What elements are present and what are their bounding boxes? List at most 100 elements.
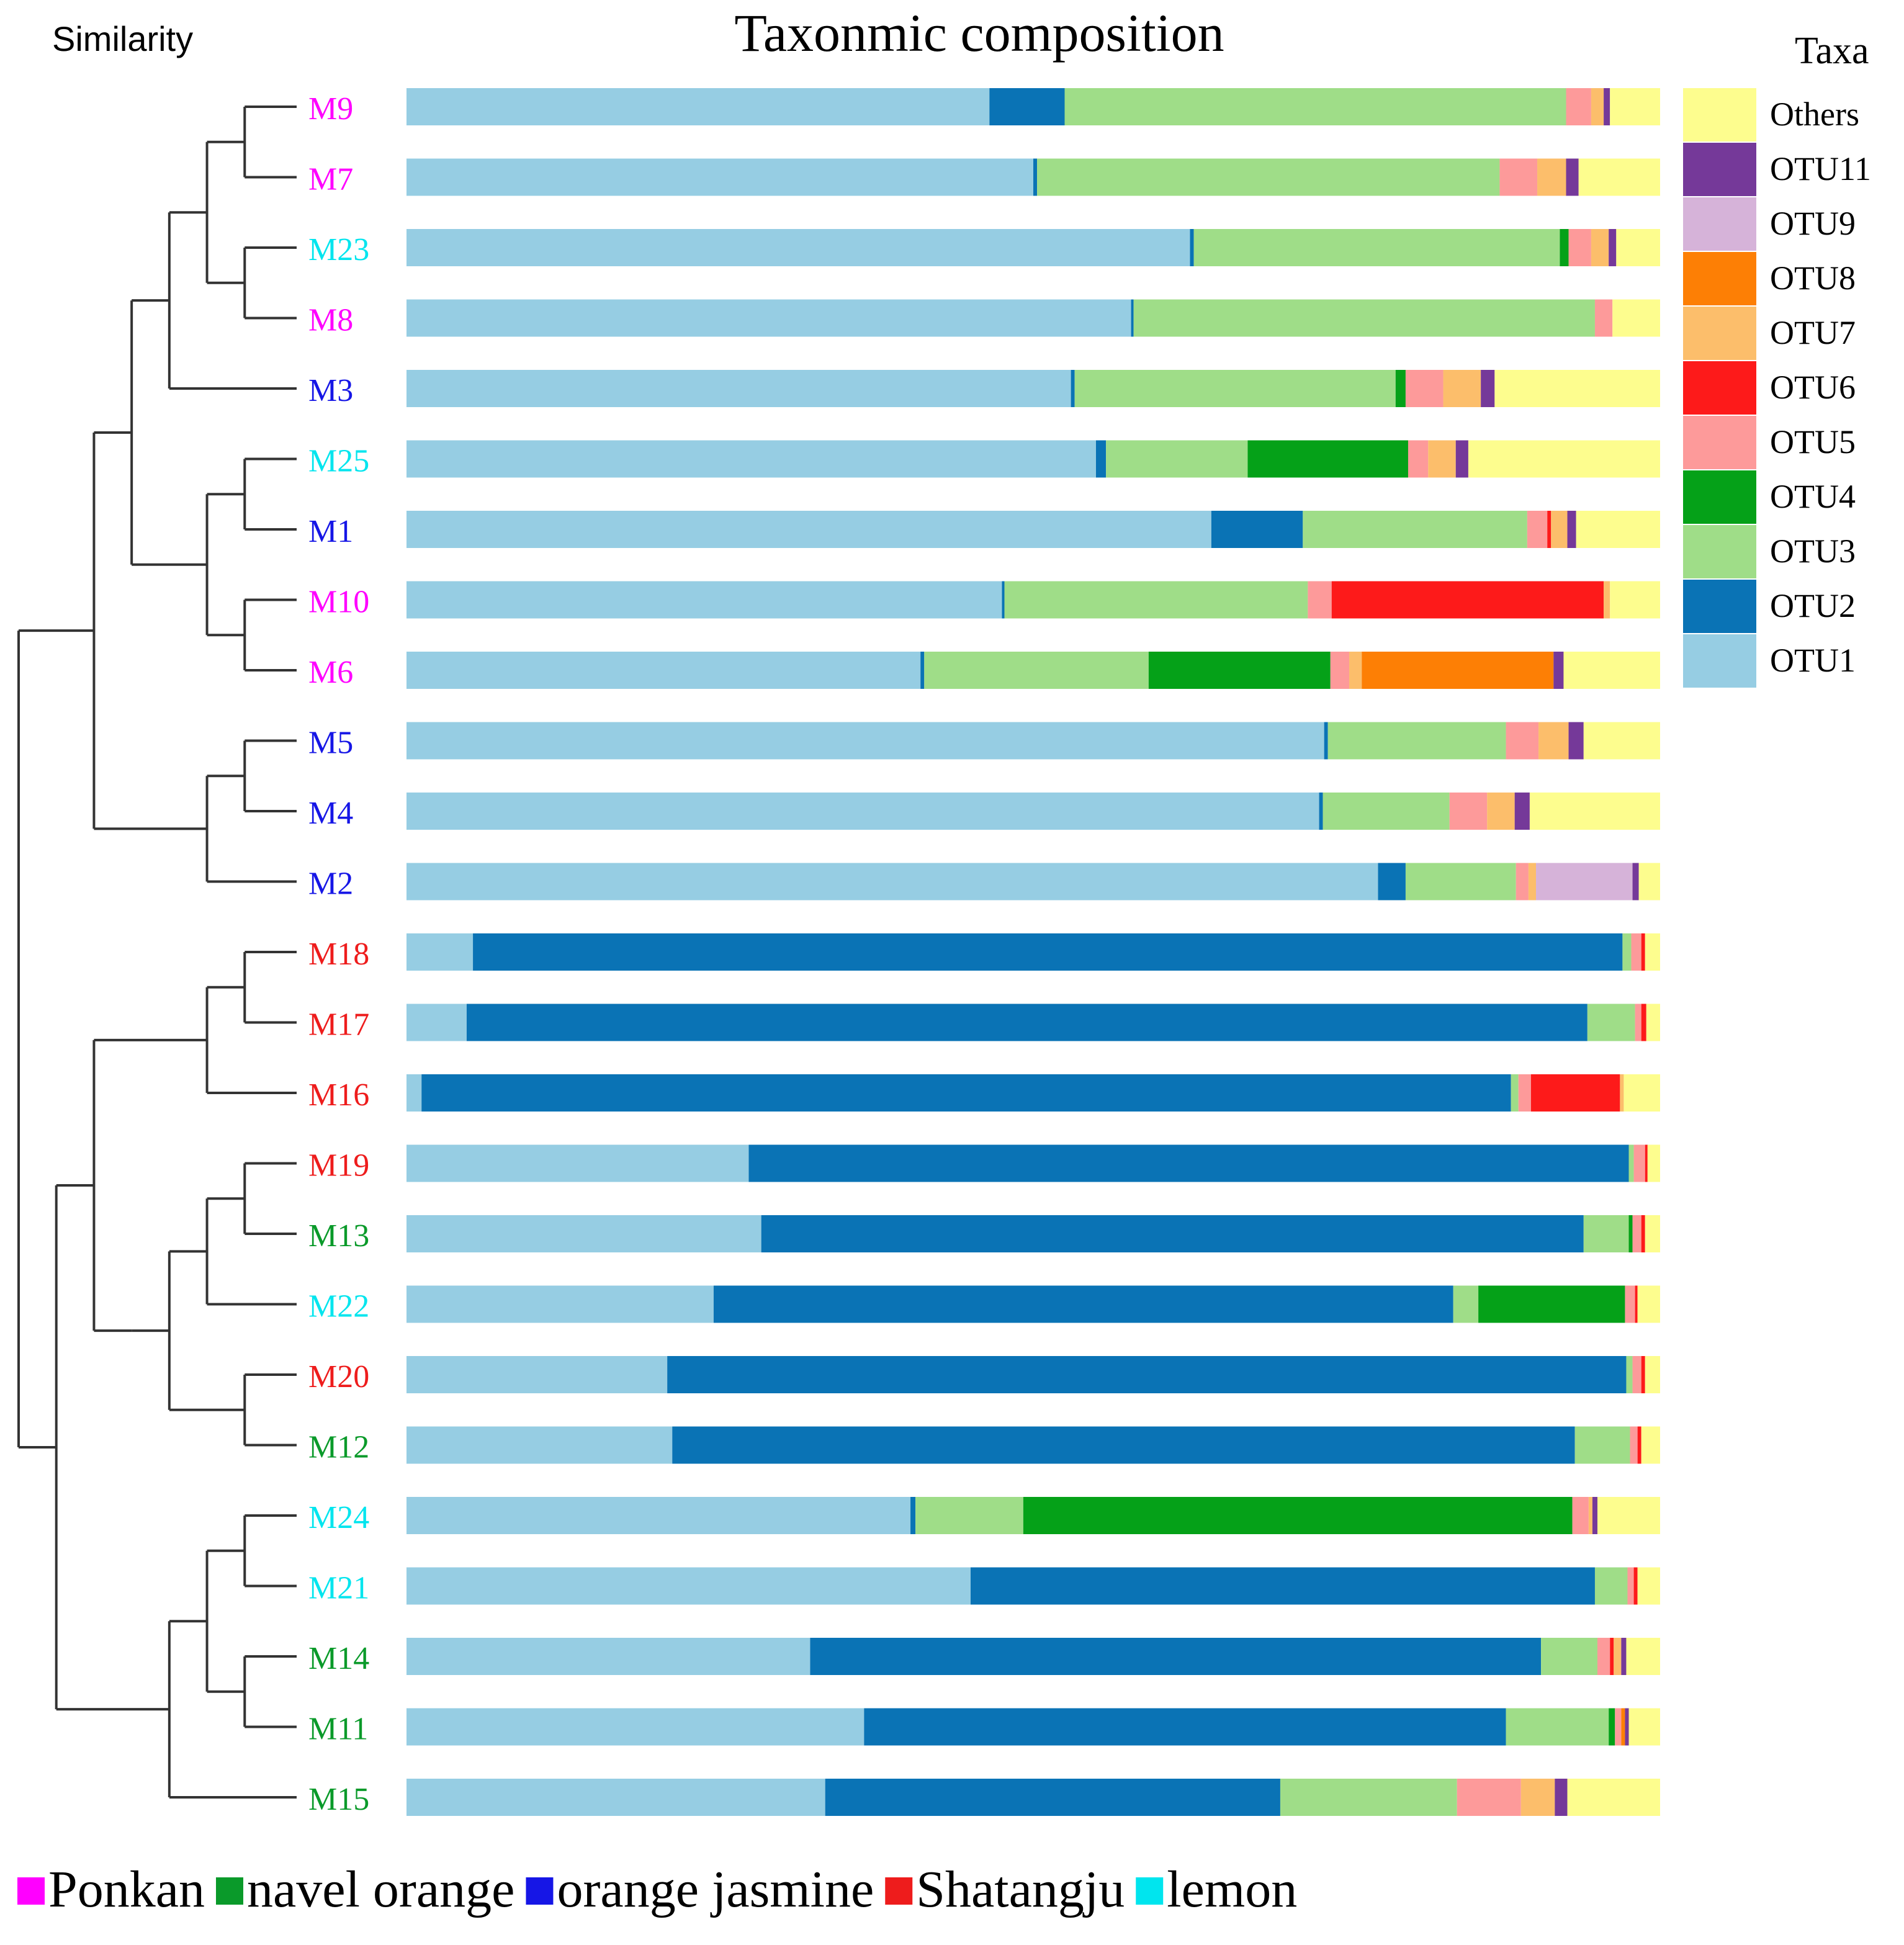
bar-segment-M4-OTU1 (406, 793, 1319, 830)
bar-segment-M15-OTU7 (1520, 1779, 1555, 1816)
bar-segment-M25-OTU11 (1455, 440, 1468, 478)
sample-label-M8: M8 (308, 303, 353, 338)
bar-segment-M19-OTU1 (406, 1144, 749, 1182)
dendrogram-label: Similarity (52, 19, 193, 58)
group-swatch-Shatangju (885, 1877, 913, 1905)
bar-segment-M15-OTU5 (1457, 1779, 1521, 1816)
group-swatch-Ponkan (17, 1877, 45, 1905)
bar-row-M4 (406, 793, 1660, 830)
bar-segment-M19-OTU5 (1633, 1144, 1645, 1182)
bar-segment-M1-OTU1 (406, 511, 1211, 548)
legend-swatch-OTU3 (1683, 525, 1756, 578)
legend-swatch-OTU2 (1683, 580, 1756, 633)
bar-row-M11 (406, 1708, 1660, 1746)
bar-segment-M6-OTU5 (1330, 652, 1350, 689)
bar-row-M15 (406, 1779, 1660, 1816)
bar-segment-M18-OTU3 (1622, 933, 1632, 971)
sample-label-M5: M5 (308, 725, 353, 761)
sample-labels: M9 M7 M23 M8 M3 M25 M1 M10 M6 M5 M4 M2 M18 M17 M16 M19 M… (308, 91, 369, 1817)
bar-segment-M1-OTU3 (1303, 511, 1527, 548)
bar-segment-M13-OTU2 (761, 1215, 1584, 1252)
dendrogram (17, 106, 297, 1799)
sample-label-M3: M3 (308, 373, 353, 408)
bar-segment-M17-OTU6 (1641, 1004, 1646, 1041)
bar-segment-M14-OTU3 (1541, 1638, 1597, 1675)
bar-segment-M14-OTU1 (406, 1638, 811, 1675)
bar-segment-M3-OTU1 (406, 370, 1071, 407)
bar-segment-M22-OTU2 (713, 1285, 1453, 1323)
bar-segment-M18-OTU6 (1641, 933, 1645, 971)
bar-segment-M5-OTU11 (1568, 722, 1584, 760)
bar-segment-M1-OTU7 (1551, 511, 1568, 548)
bar-row-M8 (406, 299, 1660, 337)
bar-segment-M13-OTU1 (406, 1215, 761, 1252)
group-label-Ponkan: Ponkan (48, 1861, 205, 1918)
bar-segment-M13-Others (1645, 1215, 1660, 1252)
bar-segment-M7-OTU7 (1537, 158, 1566, 196)
bar-segment-M1-OTU11 (1567, 511, 1576, 548)
bar-segment-M2-OTU11 (1632, 863, 1639, 901)
bar-row-M3 (406, 370, 1660, 407)
bar-segment-M10-Others (1610, 581, 1660, 619)
bar-segment-M16-OTU5 (1518, 1074, 1531, 1112)
bar-segment-M5-OTU1 (406, 722, 1324, 760)
bar-segment-M21-Others (1637, 1567, 1660, 1605)
bar-segment-M3-Others (1494, 370, 1660, 407)
bar-segment-M5-Others (1583, 722, 1660, 760)
bar-segment-M14-OTU7 (1614, 1638, 1622, 1675)
bar-segment-M16-Others (1623, 1074, 1660, 1112)
bar-segment-M17-OTU3 (1587, 1004, 1635, 1041)
legend-swatch-OTU4 (1683, 470, 1756, 524)
bar-segment-M8-OTU2 (1131, 299, 1134, 337)
bar-segment-M17-OTU1 (406, 1004, 467, 1041)
bar-segment-M20-OTU1 (406, 1356, 668, 1393)
bar-segment-M20-OTU3 (1626, 1356, 1633, 1393)
bar-segment-M6-OTU1 (406, 652, 921, 689)
bar-segment-M8-OTU5 (1594, 299, 1613, 337)
stacked-bars (406, 88, 1660, 1816)
group-swatch-lemon (1136, 1877, 1164, 1905)
bar-segment-M19-OTU6 (1645, 1144, 1648, 1182)
bar-segment-M22-OTU1 (406, 1285, 714, 1323)
bar-segment-M21-OTU5 (1627, 1567, 1634, 1605)
bar-segment-M12-OTU5 (1630, 1426, 1638, 1464)
bar-segment-M25-OTU5 (1408, 440, 1429, 478)
bar-segment-M1-Others (1576, 511, 1660, 548)
bar-row-M10 (406, 581, 1660, 619)
sample-label-M14: M14 (308, 1641, 369, 1676)
bar-row-M14 (406, 1638, 1660, 1675)
bar-segment-M13-OTU3 (1583, 1215, 1629, 1252)
bar-row-M16 (406, 1074, 1660, 1112)
bar-segment-M22-OTU6 (1635, 1285, 1638, 1323)
legend-label-OTU9: OTU9 (1770, 205, 1856, 242)
bar-segment-M7-OTU5 (1499, 158, 1538, 196)
bar-segment-M20-OTU6 (1641, 1356, 1645, 1393)
bar-segment-M14-OTU11 (1621, 1638, 1627, 1675)
bar-segment-M7-OTU1 (406, 158, 1033, 196)
bar-segment-M6-OTU11 (1553, 652, 1564, 689)
bar-segment-M14-OTU6 (1610, 1638, 1614, 1675)
bar-segment-M14-OTU2 (810, 1638, 1542, 1675)
bar-segment-M12-OTU1 (406, 1426, 673, 1464)
bar-segment-M6-OTU7 (1349, 652, 1362, 689)
group-swatch-navel-orange (216, 1877, 243, 1905)
legend-label-OTU11: OTU11 (1770, 150, 1871, 187)
group-label-Shatangju: Shatangju (916, 1861, 1125, 1918)
legend-label-OTU4: OTU4 (1770, 478, 1856, 515)
bar-segment-M22-Others (1637, 1285, 1660, 1323)
bar-segment-M25-OTU7 (1428, 440, 1456, 478)
legend-swatch-OTU8 (1683, 252, 1756, 305)
sample-label-M25: M25 (308, 444, 369, 479)
sample-label-M1: M1 (308, 514, 353, 549)
bar-segment-M17-Others (1646, 1004, 1660, 1041)
bar-segment-M24-OTU7 (1588, 1497, 1592, 1534)
bar-segment-M5-OTU3 (1327, 722, 1506, 760)
bar-segment-M20-OTU2 (667, 1356, 1627, 1393)
bar-segment-M9-OTU5 (1566, 88, 1591, 125)
bar-segment-M18-Others (1645, 933, 1660, 971)
bar-row-M12 (406, 1426, 1660, 1464)
group-label-orange-jasmine: orange jasmine (557, 1861, 874, 1918)
bar-segment-M21-OTU2 (971, 1567, 1595, 1605)
bar-segment-M16-OTU7 (1620, 1074, 1624, 1112)
legend-label-OTU6: OTU6 (1770, 369, 1856, 406)
